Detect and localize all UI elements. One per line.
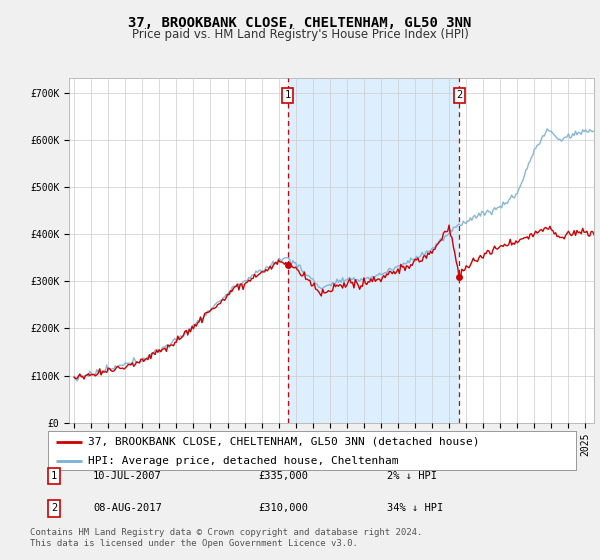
Text: Price paid vs. HM Land Registry's House Price Index (HPI): Price paid vs. HM Land Registry's House … bbox=[131, 28, 469, 41]
Text: £335,000: £335,000 bbox=[258, 471, 308, 481]
Text: Contains HM Land Registry data © Crown copyright and database right 2024.
This d: Contains HM Land Registry data © Crown c… bbox=[30, 528, 422, 548]
Text: 1: 1 bbox=[284, 91, 291, 100]
Text: £310,000: £310,000 bbox=[258, 503, 308, 514]
Text: 1: 1 bbox=[51, 471, 57, 481]
Text: 37, BROOKBANK CLOSE, CHELTENHAM, GL50 3NN: 37, BROOKBANK CLOSE, CHELTENHAM, GL50 3N… bbox=[128, 16, 472, 30]
Bar bbox=[287, 78, 460, 423]
Text: 2% ↓ HPI: 2% ↓ HPI bbox=[387, 471, 437, 481]
Text: 2: 2 bbox=[456, 91, 463, 100]
Text: 10-JUL-2007: 10-JUL-2007 bbox=[93, 471, 162, 481]
Text: HPI: Average price, detached house, Cheltenham: HPI: Average price, detached house, Chel… bbox=[88, 456, 398, 465]
Text: 37, BROOKBANK CLOSE, CHELTENHAM, GL50 3NN (detached house): 37, BROOKBANK CLOSE, CHELTENHAM, GL50 3N… bbox=[88, 437, 479, 447]
Text: 08-AUG-2017: 08-AUG-2017 bbox=[93, 503, 162, 514]
Text: 34% ↓ HPI: 34% ↓ HPI bbox=[387, 503, 443, 514]
Text: 2: 2 bbox=[51, 503, 57, 514]
